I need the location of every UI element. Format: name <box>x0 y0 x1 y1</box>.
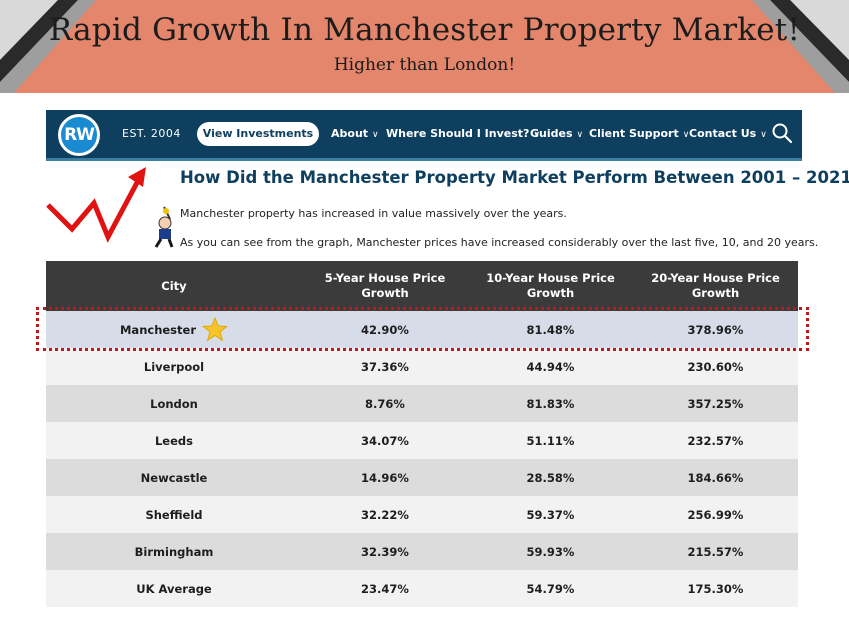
city-name: Birmingham <box>134 544 214 559</box>
title-banner: Rapid Growth In Manchester Property Mark… <box>0 0 849 93</box>
nav-item-client-support[interactable]: Client Support ∨ <box>589 127 689 140</box>
table-row: Birmingham 32.39% 59.93% 215.57% <box>46 533 798 570</box>
growth-5-year: 34.07% <box>361 433 409 448</box>
growth-20-year: 230.60% <box>687 359 744 374</box>
growth-10-year: 59.37% <box>526 507 575 522</box>
growth-10-year: 54.79% <box>526 581 575 596</box>
growth-20-year: 175.30% <box>687 581 744 596</box>
page-heading: How Did the Manchester Property Market P… <box>180 168 849 187</box>
chevron-down-icon: ∨ <box>372 130 379 140</box>
view-investments-button[interactable]: View Investments <box>197 122 319 146</box>
nav-item-where-to-invest[interactable]: Where Should I Invest? ∨ <box>386 127 540 140</box>
intro-line-2: As you can see from the graph, Mancheste… <box>180 236 819 249</box>
nav-item-label: Client Support <box>589 127 679 140</box>
star-icon <box>202 317 228 342</box>
growth-5-year: 14.96% <box>361 470 409 485</box>
growth-10-year: 59.93% <box>526 544 575 559</box>
mascot-icon <box>154 206 174 248</box>
nav-item-label: About <box>331 127 369 140</box>
growth-table: City 5-Year House Price Growth 10-Year H… <box>46 261 798 607</box>
table-row: Manchester 42.90% 81.48% 378.96% <box>46 311 798 348</box>
table-row: Liverpool 37.36% 44.94% 230.60% <box>46 348 798 385</box>
growth-5-year: 32.22% <box>361 507 409 522</box>
chevron-down-icon: ∨ <box>576 130 584 140</box>
growth-20-year: 232.57% <box>687 433 744 448</box>
city-cell: Manchester <box>46 311 302 348</box>
growth-5-year: 23.47% <box>361 581 409 596</box>
rw-logo[interactable]: RW <box>58 114 100 156</box>
header-5-year: 5-Year House Price Growth <box>324 271 446 300</box>
nav-item-about[interactable]: About ∨ <box>331 127 379 140</box>
city-name: London <box>150 396 198 411</box>
manchester-highlight-box <box>36 307 809 351</box>
header-10-year: 10-Year House Price Growth <box>486 271 615 300</box>
city-name: Liverpool <box>143 359 205 374</box>
growth-arrow-icon <box>46 167 146 243</box>
table-row: Sheffield 32.22% 59.37% 256.99% <box>46 496 798 533</box>
city-name: Manchester <box>119 322 196 337</box>
banner-subtitle: Higher than London! <box>333 55 516 75</box>
growth-20-year: 378.96% <box>687 322 744 337</box>
table-row: UK Average 23.47% 54.79% 175.30% <box>46 570 798 607</box>
site-navbar: RW EST. 2004 View Investments About ∨ Whe… <box>46 110 802 161</box>
growth-20-year: 256.99% <box>687 507 744 522</box>
chevron-down-icon: ∨ <box>533 130 541 140</box>
banner-title: Rapid Growth In Manchester Property Mark… <box>48 12 801 48</box>
growth-10-year: 81.83% <box>526 396 575 411</box>
growth-10-year: 81.48% <box>526 322 575 337</box>
city-name: Leeds <box>154 433 193 448</box>
search-icon[interactable] <box>771 122 793 144</box>
nav-item-contact-us[interactable]: Contact Us ∨ <box>689 127 767 140</box>
growth-20-year: 184.66% <box>687 470 744 485</box>
header-city: City <box>161 278 187 293</box>
growth-5-year: 32.39% <box>361 544 409 559</box>
table-row: Newcastle 14.96% 28.58% 184.66% <box>46 459 798 496</box>
growth-10-year: 28.58% <box>526 470 575 485</box>
growth-10-year: 44.94% <box>526 359 575 374</box>
growth-5-year: 42.90% <box>361 322 409 337</box>
table-header: City 5-Year House Price Growth 10-Year H… <box>46 261 798 311</box>
city-name: Newcastle <box>140 470 208 485</box>
nav-item-guides[interactable]: Guides ∨ <box>530 127 583 140</box>
established-label: EST. 2004 <box>122 127 181 140</box>
chevron-down-icon: ∨ <box>682 130 690 140</box>
growth-5-year: 37.36% <box>361 359 409 374</box>
growth-5-year: 8.76% <box>365 396 405 411</box>
intro-line-1: Manchester property has increased in val… <box>180 207 567 220</box>
growth-20-year: 215.57% <box>687 544 744 559</box>
city-name: Sheffield <box>145 507 203 522</box>
table-row: Leeds 34.07% 51.11% 232.57% <box>46 422 798 459</box>
banner-decoration <box>0 0 849 93</box>
growth-20-year: 357.25% <box>687 396 744 411</box>
table-row: London 8.76% 81.83% 357.25% <box>46 385 798 422</box>
nav-item-label: Contact Us <box>689 127 757 140</box>
nav-item-label: Guides <box>530 127 573 140</box>
city-name: UK Average <box>136 581 212 596</box>
nav-item-label: Where Should I Invest? <box>386 127 530 140</box>
growth-10-year: 51.11% <box>526 433 575 448</box>
header-20-year: 20-Year House Price Growth <box>651 271 780 300</box>
chevron-down-icon: ∨ <box>760 130 767 140</box>
